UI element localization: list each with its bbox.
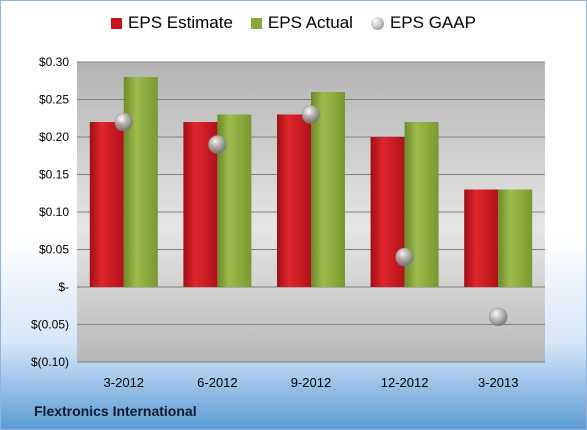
legend-swatch-actual: [250, 17, 262, 29]
legend-label-gaap: EPS GAAP: [389, 13, 476, 32]
legend-item-gaap: EPS GAAP: [370, 13, 476, 33]
actual-bar: [123, 77, 158, 287]
actual-bar: [311, 92, 345, 287]
y-tick-label: $0.25: [39, 93, 69, 107]
y-tick-label: $0.30: [39, 55, 69, 69]
x-tick-label: 9-2012: [291, 375, 331, 390]
gaap-marker: [488, 307, 508, 327]
x-tick-label: 3-2013: [478, 375, 518, 390]
y-tick-label: $0.10: [39, 205, 69, 219]
legend-item-actual: EPS Actual: [250, 13, 353, 33]
legend-label-actual: EPS Actual: [267, 13, 353, 32]
x-tick-label: 12-2012: [381, 375, 429, 390]
gaap-marker: [114, 112, 134, 132]
y-tick-label: $(0.10): [31, 355, 69, 369]
estimate-bar: [89, 122, 124, 287]
legend-swatch-gaap: [370, 16, 384, 30]
legend-item-estimate: EPS Estimate: [111, 13, 233, 33]
estimate-bar: [277, 114, 311, 287]
y-tick-label: $0.05: [39, 243, 69, 257]
company-name: Flextronics International: [34, 403, 197, 419]
y-tick-label: $(0.05): [31, 318, 69, 332]
x-tick-label: 3-2012: [104, 375, 144, 390]
y-tick-label: $-: [58, 280, 69, 294]
chart-legend: EPS Estimate EPS Actual EPS GAAP: [1, 13, 586, 33]
legend-label-estimate: EPS Estimate: [128, 13, 233, 32]
x-tick-label: 6-2012: [197, 375, 237, 390]
y-tick-label: $0.20: [39, 130, 69, 144]
y-tick-label: $0.15: [39, 168, 69, 182]
gaap-marker: [208, 135, 227, 154]
legend-swatch-estimate: [111, 17, 123, 29]
bars: [89, 77, 533, 287]
gaap-markers: [114, 105, 508, 327]
estimate-bar: [464, 189, 499, 287]
actual-bar: [498, 189, 533, 287]
x-axis-ticks: 3-2012 6-2012 9-2012 12-2012 3-2013: [104, 375, 519, 390]
gaap-marker: [301, 105, 321, 124]
y-axis-ticks: $0.30 $0.25 $0.20 $0.15 $0.10 $0.05 $- $(0.05) $…: [31, 55, 69, 369]
gaap-marker: [395, 247, 414, 267]
